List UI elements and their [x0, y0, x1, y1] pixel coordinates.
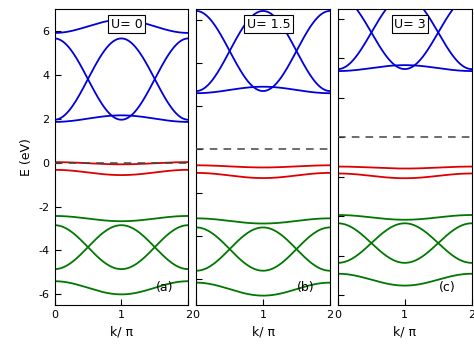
Text: U= 0: U= 0 — [111, 18, 143, 31]
Text: U= 3: U= 3 — [394, 18, 426, 31]
X-axis label: k/ π: k/ π — [252, 326, 274, 339]
Text: (b): (b) — [297, 280, 315, 293]
X-axis label: k/ π: k/ π — [393, 326, 416, 339]
Text: (c): (c) — [439, 280, 456, 293]
Y-axis label: E (eV): E (eV) — [20, 138, 33, 176]
Text: (a): (a) — [155, 280, 173, 293]
X-axis label: k/ π: k/ π — [110, 326, 133, 339]
Text: U= 1.5: U= 1.5 — [246, 18, 290, 31]
